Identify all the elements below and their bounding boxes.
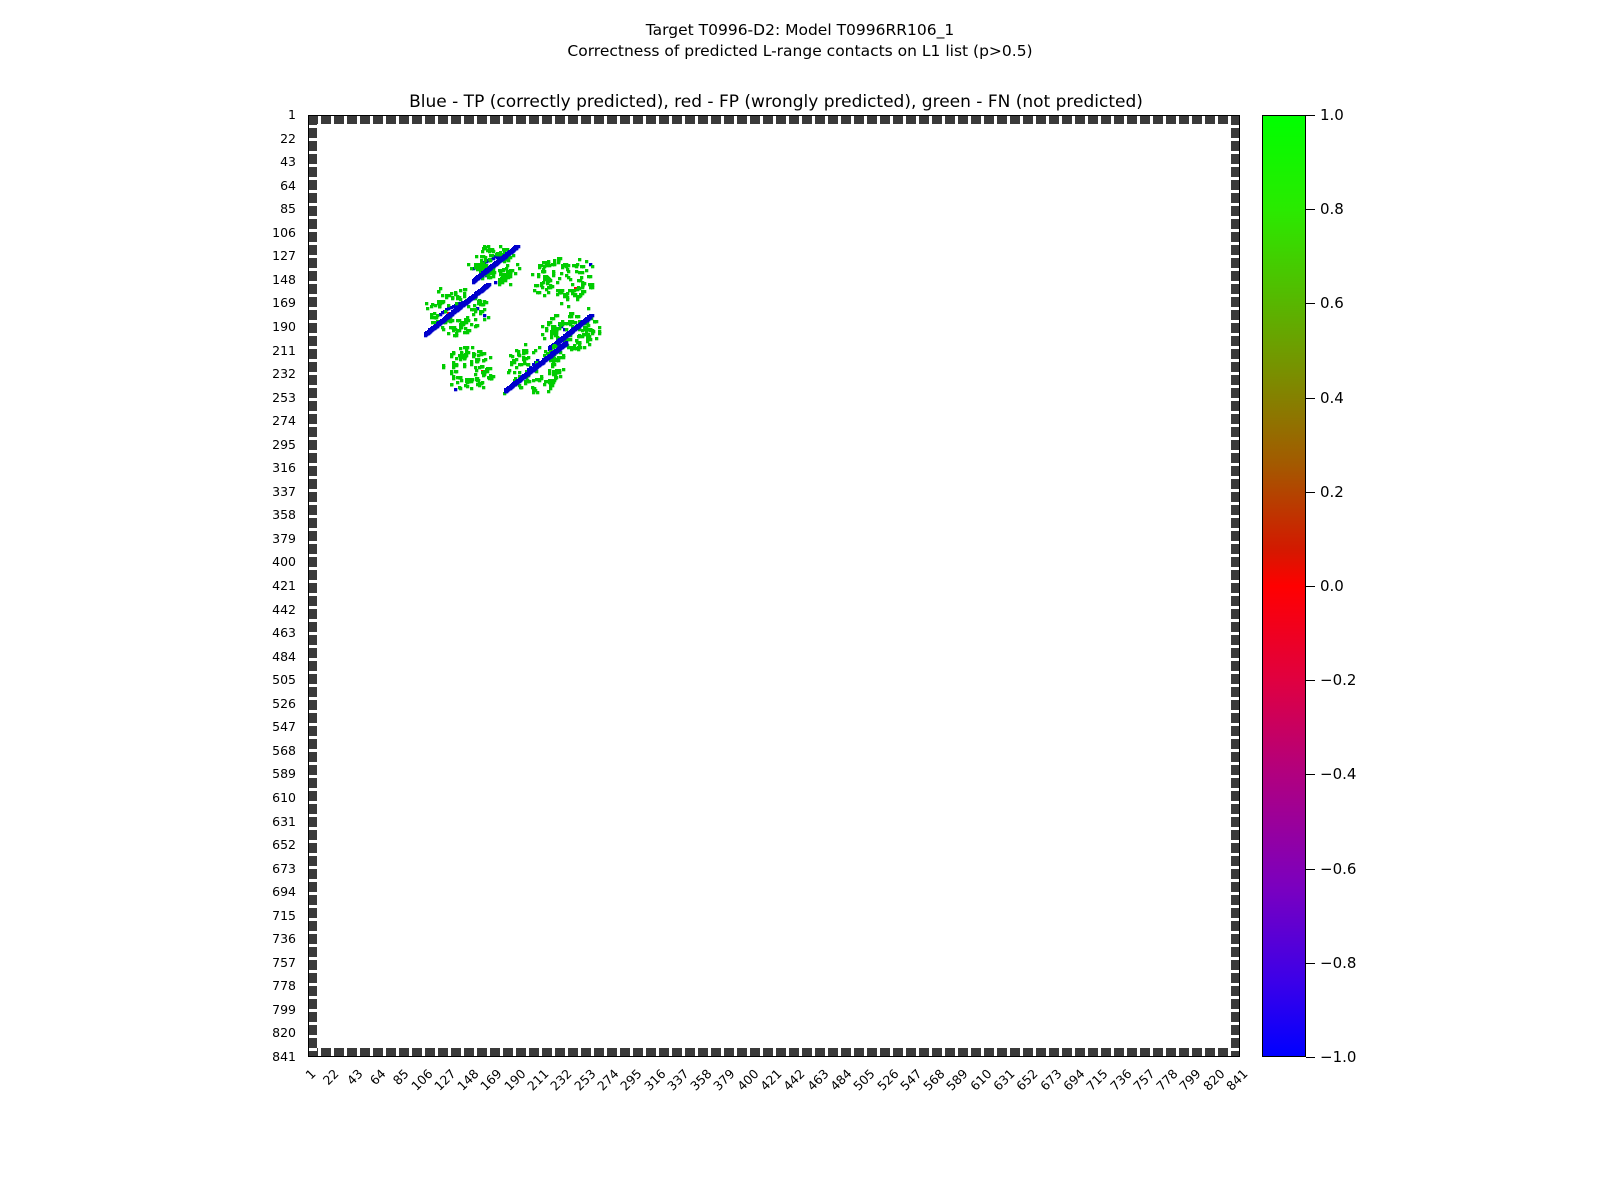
y-tick-label: 421 [272, 578, 296, 593]
y-tick-label: 631 [272, 813, 296, 829]
colorbar-tick-mark [1306, 680, 1315, 682]
axis-left-ticks [308, 115, 317, 1057]
y-tick-label: 652 [272, 837, 296, 853]
colorbar-tick-label: −1.0 [1320, 1048, 1357, 1066]
axis-right-ticks [1231, 115, 1240, 1057]
colorbar-tick-mark [1306, 962, 1315, 964]
y-tick-label: 190 [272, 318, 296, 334]
y-tick-label: 211 [272, 342, 296, 358]
colorbar-tick-mark [1306, 774, 1315, 776]
colorbar-tick-mark [1306, 868, 1315, 870]
colorbar-tick-mark [1306, 1057, 1315, 1058]
y-tick-label: 127 [272, 248, 296, 264]
contact-map-data-layer[interactable] [309, 116, 1239, 1056]
y-tick-label: 526 [272, 695, 296, 711]
y-tick-label: 400 [272, 554, 296, 570]
colorbar-tick-mark [1306, 115, 1315, 116]
y-tick-label: 106 [272, 224, 296, 240]
y-tick-label: 169 [272, 295, 296, 311]
y-tick-label: 799 [272, 1001, 296, 1017]
colorbar-tick-label: 0.0 [1320, 577, 1344, 595]
colorbar-tick-label: 0.4 [1320, 388, 1344, 407]
y-tick-label: 715 [272, 907, 296, 923]
y-tick-label: 316 [272, 460, 296, 476]
y-tick-label: 232 [272, 366, 296, 382]
y-tick-label: 358 [272, 507, 296, 523]
y-tick-label: 253 [272, 389, 296, 405]
y-tick-label: 295 [272, 436, 296, 452]
y-tick-label: 736 [272, 931, 296, 947]
y-tick-label: 505 [272, 672, 296, 688]
axis-bottom-ticks [308, 1048, 1240, 1057]
y-tick-label: 484 [272, 648, 296, 664]
colorbar-tick-label: 1.0 [1320, 106, 1344, 124]
y-tick-label: 841 [272, 1049, 296, 1064]
title-line-1: Target T0996-D2: Model T0996RR106_1 [645, 21, 955, 39]
y-tick-label: 442 [272, 601, 296, 617]
title-line-2: Correctness of predicted L-range contact… [567, 42, 1033, 60]
y-tick-label: 1 [288, 107, 296, 122]
y-tick-label: 820 [272, 1025, 296, 1041]
y-tick-label: 274 [272, 413, 296, 429]
y-tick-label: 694 [272, 884, 296, 900]
y-tick-label: 379 [272, 530, 296, 546]
figure-title: Target T0996-D2: Model T0996RR106_1 Corr… [0, 20, 1600, 62]
colorbar-tick-mark [1306, 209, 1315, 211]
y-tick-label: 463 [272, 625, 296, 641]
colorbar-tick-label: −0.6 [1320, 859, 1357, 878]
colorbar-tick-mark [1306, 491, 1315, 493]
colorbar-tick-label: −0.8 [1320, 953, 1357, 972]
colorbar-tick-mark [1306, 303, 1315, 305]
colorbar-tick-label: 0.6 [1320, 294, 1344, 313]
y-tick-label: 85 [280, 201, 296, 217]
colorbar-tick-mark [1306, 397, 1315, 399]
colorbar-tick-mark [1306, 586, 1315, 587]
y-tick-label: 757 [272, 954, 296, 970]
y-tick-label: 22 [280, 130, 296, 146]
y-tick-label: 610 [272, 789, 296, 805]
y-tick-label: 337 [272, 483, 296, 499]
y-tick-label: 43 [280, 154, 296, 170]
legend-subtitle: Blue - TP (correctly predicted), red - F… [409, 92, 1143, 112]
y-tick-label: 568 [272, 742, 296, 758]
y-tick-label: 673 [272, 860, 296, 876]
y-tick-label: 589 [272, 766, 296, 782]
colorbar-tick-label: 0.2 [1320, 482, 1344, 501]
axis-top-ticks [308, 115, 1240, 124]
y-tick-label: 778 [272, 978, 296, 994]
y-tick-label: 64 [280, 177, 296, 193]
colorbar-tick-label: −0.2 [1320, 671, 1357, 690]
colorbar[interactable] [1262, 115, 1306, 1057]
colorbar-tick-label: 0.8 [1320, 200, 1344, 219]
y-tick-label: 547 [272, 719, 296, 735]
colorbar-tick-label: −0.4 [1320, 765, 1357, 784]
y-tick-label: 148 [272, 271, 296, 287]
